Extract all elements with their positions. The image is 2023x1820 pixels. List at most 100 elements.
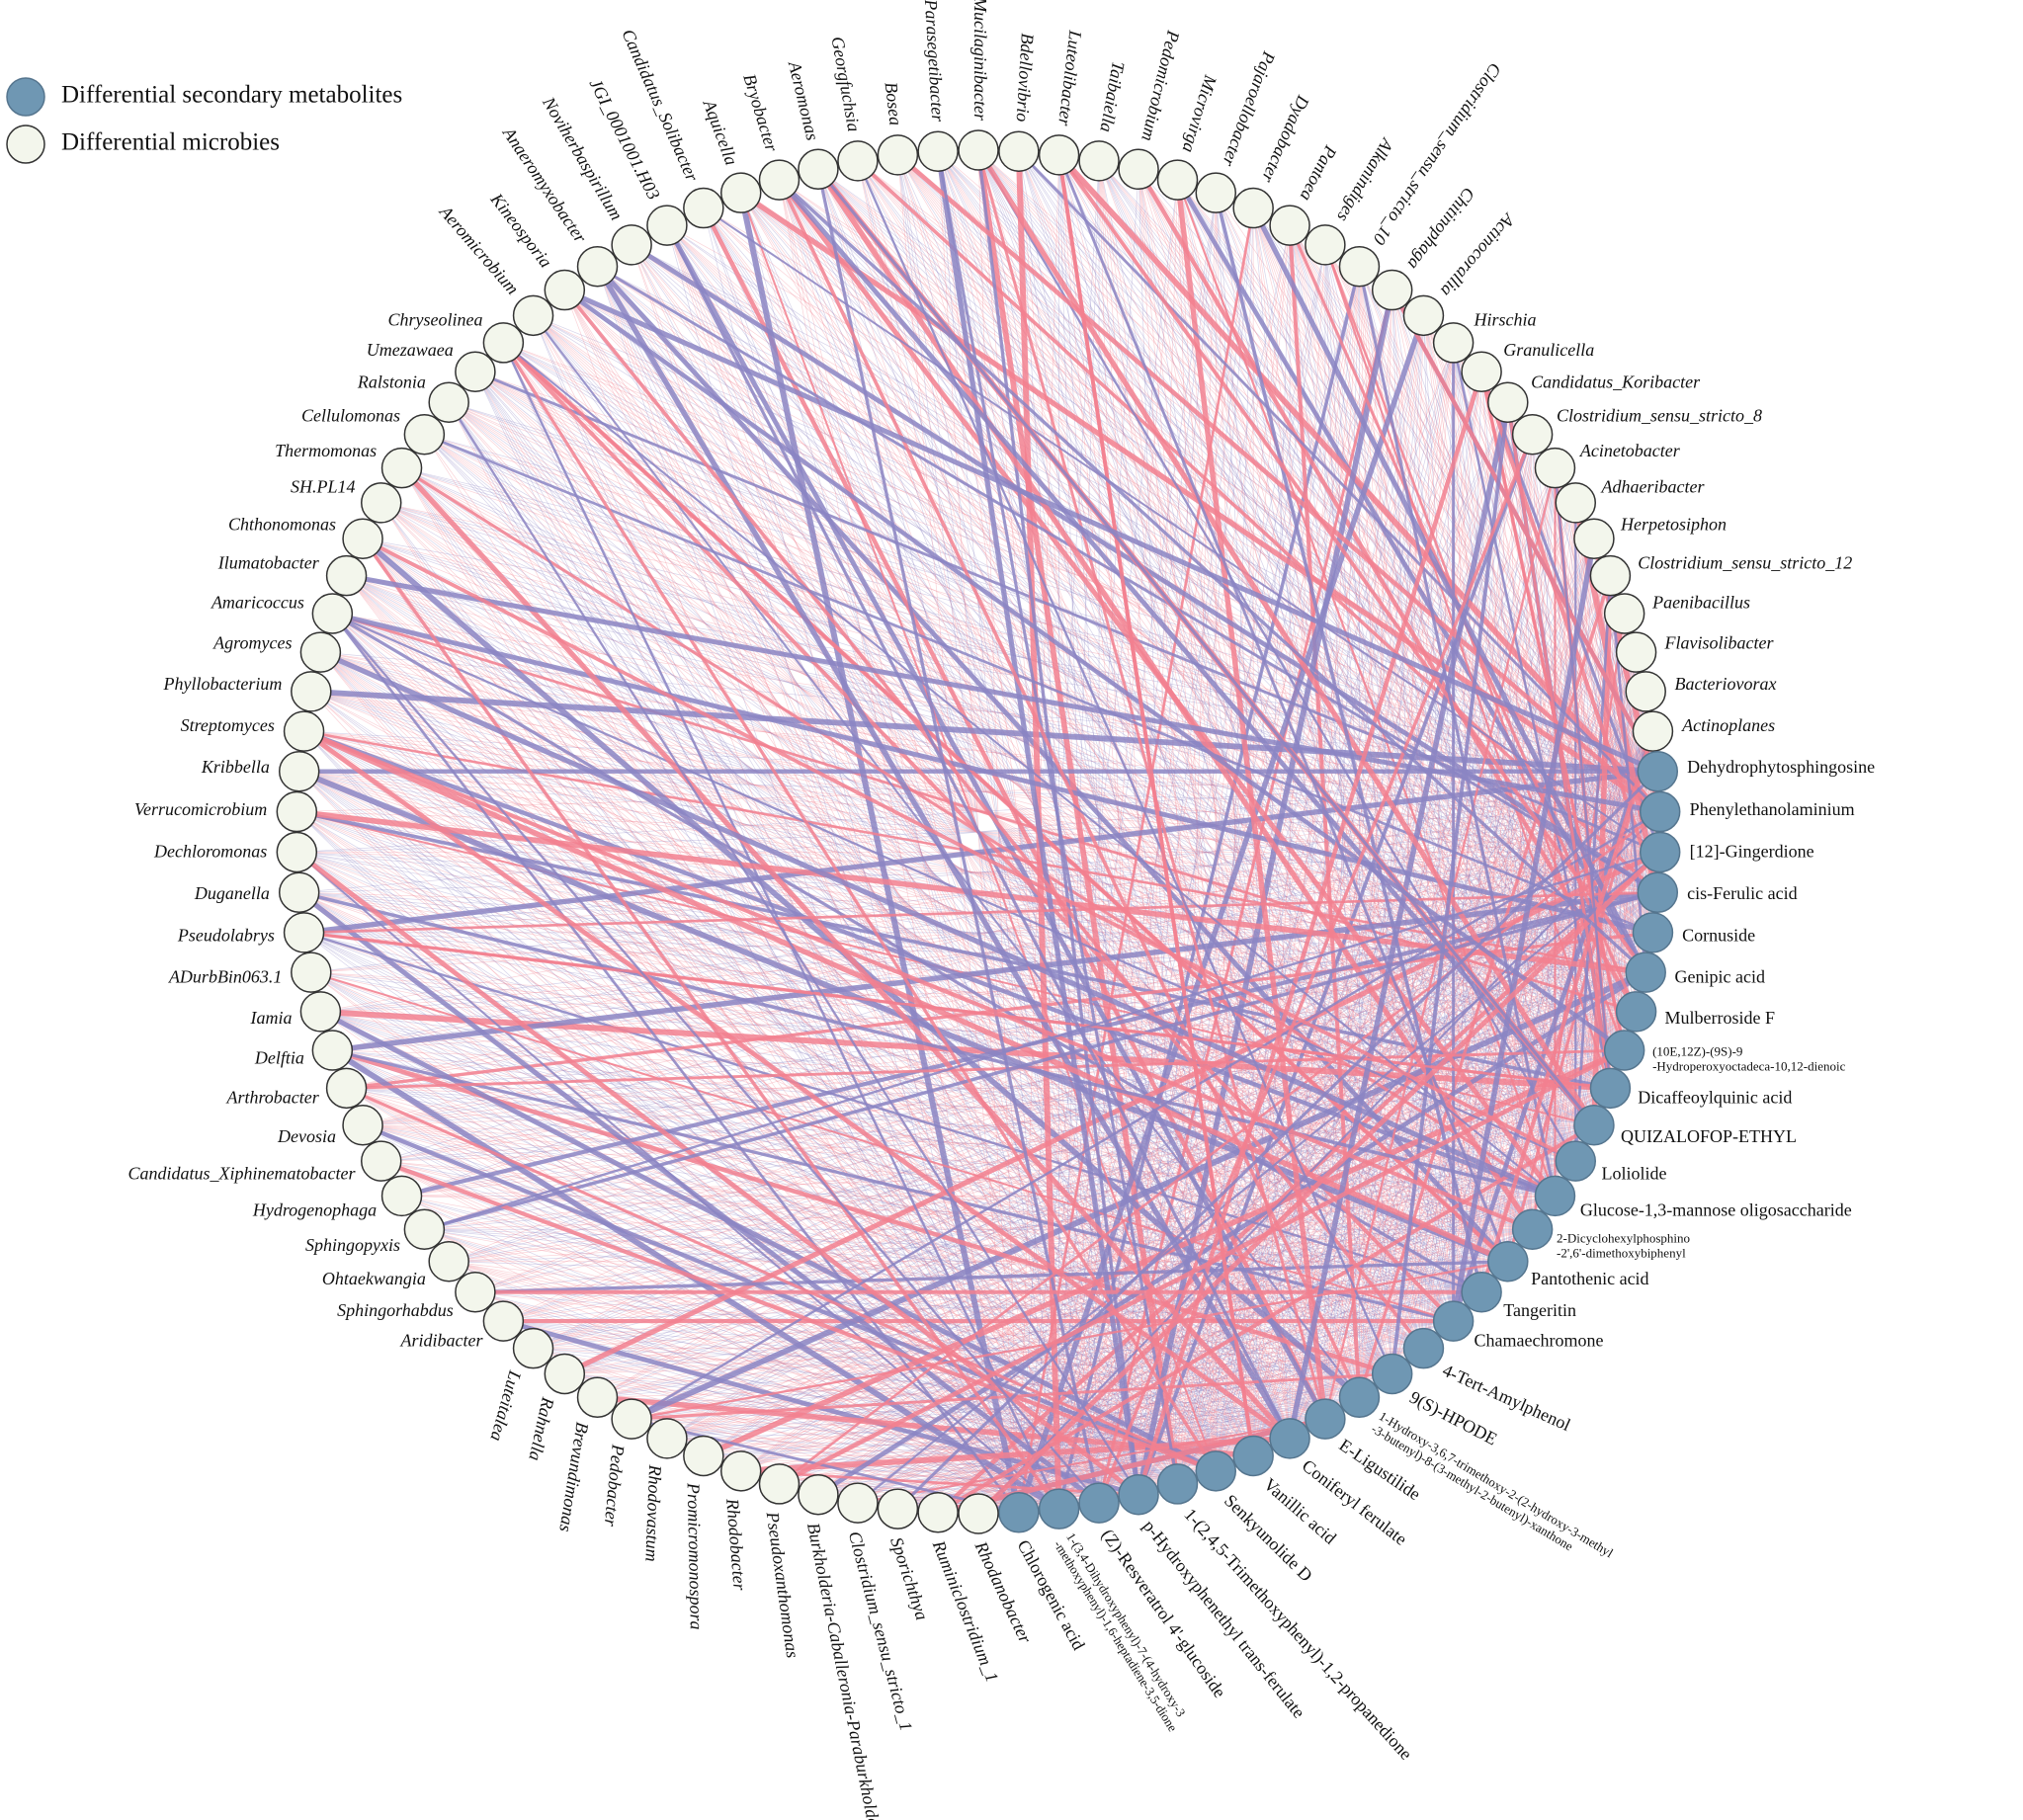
node — [1078, 140, 1120, 182]
node-label: Brevundimonas — [555, 1421, 592, 1533]
edge — [1058, 575, 1611, 1510]
edge — [816, 168, 1596, 1126]
node-label: Dehydrophytosphingosine — [1687, 757, 1875, 777]
edge — [1057, 154, 1510, 1263]
edge — [302, 728, 1509, 1265]
edge — [563, 288, 1626, 1052]
edge — [857, 1160, 1576, 1504]
edge — [298, 852, 1660, 893]
node — [428, 381, 469, 423]
edge — [310, 691, 1326, 1420]
edge — [740, 192, 1646, 973]
edge — [666, 971, 1646, 1440]
legend-label: Differential microbies — [61, 129, 280, 156]
node — [1555, 1140, 1597, 1182]
edge — [666, 1049, 1625, 1440]
edge — [1214, 192, 1483, 1293]
edge — [1390, 402, 1510, 1374]
edge — [303, 931, 1611, 1090]
node-label: Flavisolibacter — [1664, 632, 1775, 652]
edge — [310, 691, 1625, 1051]
node — [311, 593, 354, 634]
edge — [503, 342, 1533, 1230]
edge — [303, 811, 1660, 934]
edge — [597, 1228, 1533, 1398]
edge — [1480, 372, 1658, 772]
edge — [332, 1049, 1217, 1472]
edge — [298, 771, 1020, 1514]
node-label: Delftia — [254, 1048, 304, 1068]
node-label: Pantoea — [1297, 141, 1342, 204]
edge — [424, 851, 1661, 1231]
edge — [424, 1228, 1360, 1398]
edge — [740, 1124, 1595, 1472]
edge — [816, 970, 1647, 1497]
edge — [937, 151, 1393, 1374]
node — [360, 1140, 402, 1182]
node-label: ADurbBin063.1 — [168, 966, 283, 986]
node-label: QUIZALOFOP-ETHYL — [1621, 1126, 1797, 1146]
node — [1156, 159, 1199, 201]
node-label: Streptomyces — [181, 715, 275, 735]
node-label: Chthonomonas — [228, 514, 336, 534]
node-label: Paenibacillus — [1651, 593, 1750, 613]
edge — [857, 160, 1595, 1125]
node-label: Chamaechromone — [1475, 1331, 1604, 1351]
edge — [977, 149, 1637, 1013]
node — [342, 1104, 383, 1146]
node — [325, 1067, 368, 1110]
edge — [363, 1124, 1454, 1322]
edge — [303, 769, 1658, 936]
node-label: Rahnella — [525, 1395, 558, 1463]
node-label: Phenylethanolaminium — [1690, 799, 1855, 819]
node — [837, 140, 879, 182]
node — [576, 245, 619, 288]
edge — [897, 971, 1646, 1510]
node-label: Glucose-1,3-mannose oligosaccharide — [1580, 1200, 1852, 1219]
node-label: Agromyces — [212, 632, 292, 652]
edge — [474, 1160, 1576, 1293]
edge — [666, 1320, 1454, 1440]
edge — [423, 433, 1653, 935]
node — [1078, 1482, 1120, 1524]
edge — [1098, 160, 1178, 1484]
node-label: Cellulomonas — [301, 405, 400, 425]
node — [283, 912, 325, 953]
edge — [346, 1087, 1454, 1322]
edge — [474, 371, 1658, 773]
edge — [1018, 434, 1533, 1513]
edge — [740, 1396, 1360, 1472]
edge — [310, 971, 1254, 1456]
node — [299, 631, 342, 673]
edge — [332, 613, 1326, 1420]
edge — [1451, 730, 1655, 1322]
edge — [303, 932, 1178, 1485]
edge — [564, 1373, 1178, 1485]
node — [1461, 351, 1502, 393]
node-label: Arthrobacter — [225, 1088, 319, 1108]
edge — [296, 852, 1254, 1456]
edge — [857, 160, 1646, 973]
node — [544, 1353, 586, 1395]
node-label: Ohtaekwangia — [322, 1269, 426, 1288]
legend: Differential secondary metabolites Differ… — [6, 77, 402, 164]
edge — [401, 1195, 1533, 1230]
edge — [1058, 154, 1653, 934]
node — [325, 554, 368, 597]
edge — [346, 1048, 1625, 1090]
edge — [474, 1260, 1508, 1294]
edge — [666, 1160, 1576, 1440]
edge — [1018, 342, 1454, 1513]
edge — [296, 811, 1217, 1472]
edge — [303, 932, 1291, 1440]
node-label: cis-Ferulic acid — [1687, 883, 1797, 903]
edge — [597, 266, 1020, 1513]
node — [1534, 1175, 1576, 1217]
edge — [296, 811, 1625, 1051]
edge — [1423, 315, 1658, 893]
edge — [380, 1160, 1059, 1510]
edge — [779, 179, 1653, 934]
edge — [310, 691, 1291, 1440]
node — [1555, 482, 1597, 524]
edge — [449, 401, 1611, 1089]
